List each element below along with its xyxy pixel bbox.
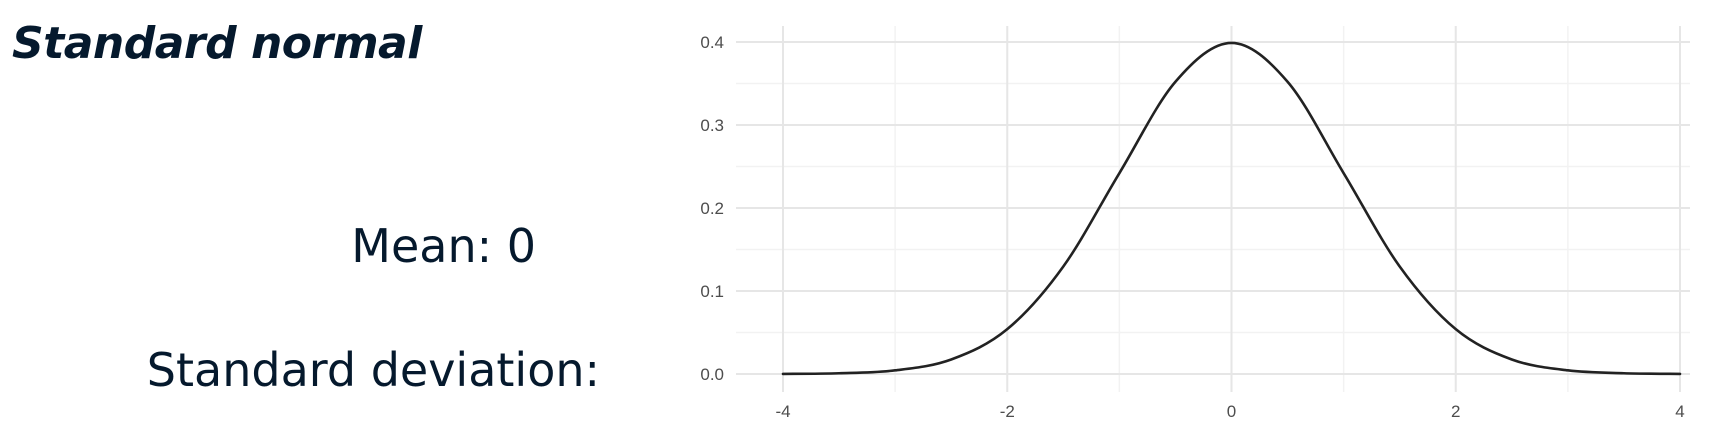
density-curve-line bbox=[781, 41, 1682, 376]
y-tick-label: 0.1 bbox=[700, 282, 724, 301]
x-axis-tick-labels: -4 -2 0 2 4 bbox=[775, 402, 1684, 421]
x-tick-label: 2 bbox=[1451, 402, 1460, 421]
y-tick-label: 0.3 bbox=[700, 116, 724, 135]
standard-deviation-label: Standard deviation: bbox=[146, 343, 600, 397]
y-tick-label: 0.2 bbox=[700, 199, 724, 218]
major-grid bbox=[736, 26, 1690, 392]
mean-label: Mean: 0 bbox=[351, 219, 536, 273]
y-tick-label: 0.0 bbox=[700, 365, 724, 384]
x-tick-label: -2 bbox=[1000, 402, 1015, 421]
x-tick-label: -4 bbox=[775, 402, 790, 421]
y-axis-tick-labels: 0.0 0.1 0.2 0.3 0.4 bbox=[700, 33, 724, 384]
x-tick-label: 0 bbox=[1227, 402, 1236, 421]
y-tick-label: 0.4 bbox=[700, 33, 724, 52]
series-layer bbox=[781, 41, 1682, 376]
slide-title: Standard normal bbox=[12, 18, 422, 69]
x-tick-label: 4 bbox=[1675, 402, 1684, 421]
